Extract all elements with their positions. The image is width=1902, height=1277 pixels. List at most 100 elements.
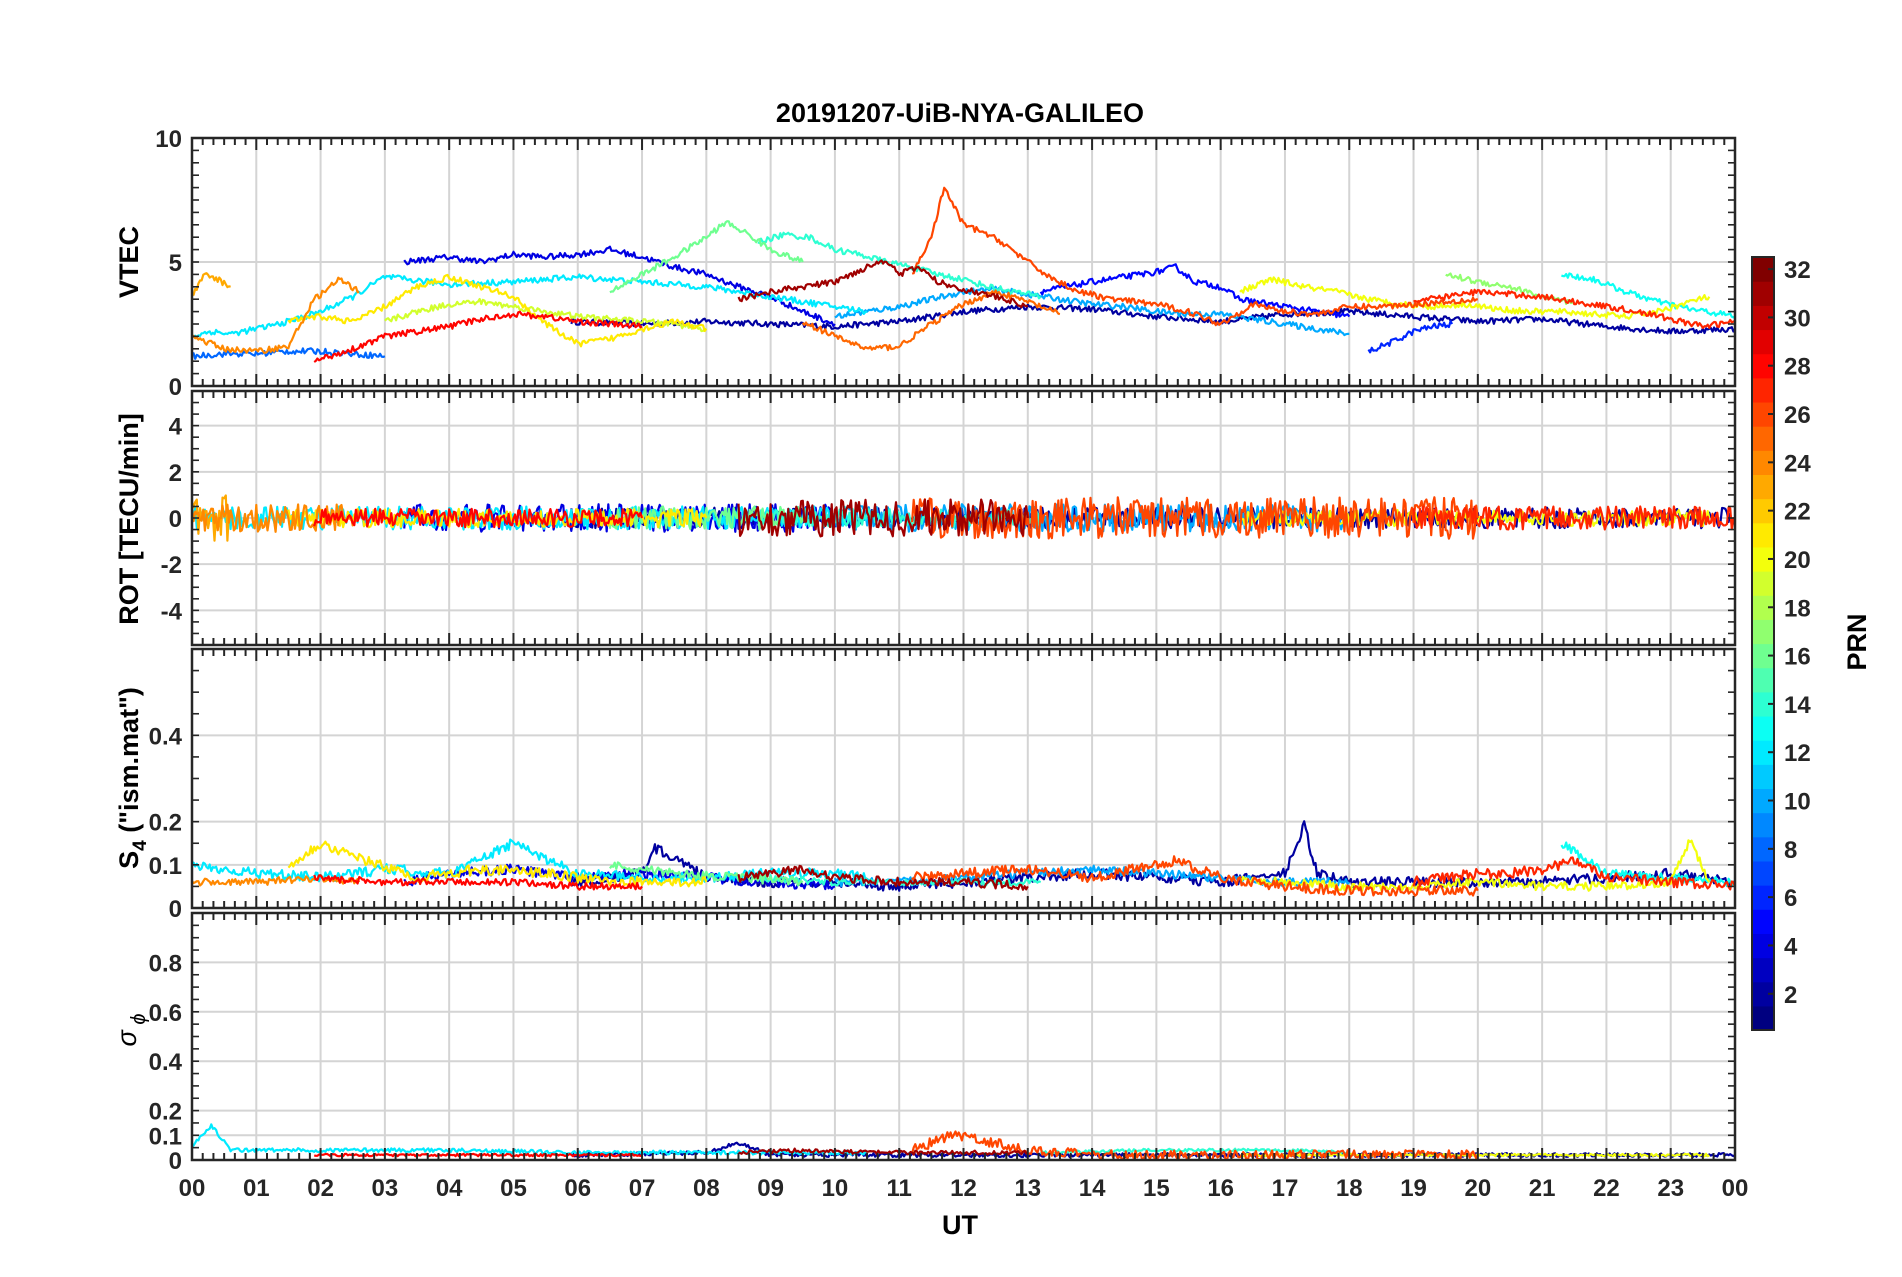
colorbar-tick-label: 28 (1784, 354, 1811, 381)
colorbar-segment-prn-24 (1752, 450, 1774, 476)
vtec-y-tick-label: 10 (155, 126, 182, 153)
vtec-series-prn-14 (757, 231, 1042, 300)
rot-series-prn-23 (190, 494, 232, 542)
sigma_phi-axes-frame (190, 911, 1737, 1162)
s4-series-prn-28 (313, 874, 643, 891)
vtec-series-prn-24 (191, 276, 360, 354)
colorbar-tick-label: 22 (1784, 499, 1811, 526)
colorbar-segment-prn-23 (1752, 474, 1774, 500)
colorbar-segment-prn-29 (1752, 329, 1774, 355)
s4-axes-frame (190, 647, 1737, 910)
colorbar-segment-prn-19 (1752, 571, 1774, 596)
x-tick-label: 05 (500, 1175, 527, 1202)
panel-sigma_phi: 00.10.2 0.4 0.6 0.8 (149, 911, 1737, 1175)
vtec-series-prn-19 (384, 297, 707, 333)
colorbar-tick-label: 14 (1784, 692, 1811, 719)
s4-series-prn-31 (737, 864, 1029, 891)
s4-y-axis-label: S4 ("ism.mat") (114, 687, 151, 869)
sigma-phi-y-axis-label: σ ϕ (112, 1014, 150, 1047)
colorbar-segment-prn-18 (1752, 595, 1774, 620)
rot-y-axis-label: ROT [TECU/min] (114, 413, 144, 624)
vtec-series-group (191, 186, 1736, 363)
vtec-axes-frame (190, 136, 1737, 388)
s4-series-prn-20 (1239, 839, 1711, 892)
sigma_phi-y-tick-label: 0 (169, 1148, 182, 1175)
colorbar-segment-prn-1 (1752, 1005, 1774, 1031)
colorbar-segment-prn-30 (1752, 305, 1774, 331)
rot-y-tick-label: -2 (161, 552, 182, 579)
colorbar-segment-prn-12 (1752, 740, 1774, 765)
colorbar-segment-prn-28 (1752, 353, 1774, 379)
colorbar-segment-prn-13 (1752, 715, 1774, 741)
x-tick-label: 07 (629, 1175, 656, 1202)
colorbar-tick-label: 32 (1784, 257, 1811, 284)
x-tick-label: 09 (757, 1175, 784, 1202)
colorbar-segment-prn-31 (1752, 281, 1774, 306)
vtec-series-prn-8 (191, 347, 386, 360)
rot-y-tick-label: 0 (169, 506, 182, 533)
sigma_phi-y-tick-label: 0.4 (149, 1049, 183, 1076)
colorbar-frame (1751, 256, 1775, 1031)
colorbar-segment-prn-4 (1752, 933, 1774, 959)
colorbar-segment-prn-17 (1752, 619, 1774, 645)
colorbar-segment-prn-3 (1752, 957, 1774, 983)
colorbar-tick-label: 16 (1784, 644, 1811, 671)
s4-series-prn-27 (1412, 856, 1737, 891)
sigma_phi-series-group (191, 1123, 1736, 1162)
colorbar-tick-label: 12 (1784, 740, 1811, 767)
vtec-y-axis-label: VTEC (114, 226, 144, 298)
colorbar-segment-prn-32 (1752, 257, 1774, 282)
rot-series-prn-27 (1412, 505, 1736, 531)
colorbar-tick-label: 20 (1784, 547, 1811, 574)
x-tick-label: 19 (1400, 1175, 1427, 1202)
s4-y-tick-label: 0.4 (149, 723, 183, 750)
x-tick-label: 06 (564, 1175, 591, 1202)
vtec-series-prn-5 (1039, 263, 1351, 319)
x-tick-label: 18 (1336, 1175, 1363, 1202)
rot-series-group (190, 494, 1737, 542)
x-tick-label: 22 (1593, 1175, 1620, 1202)
colorbar-label: PRN (1842, 613, 1872, 670)
colorbar-tick-label: 30 (1784, 305, 1811, 332)
colorbar-tick-label: 8 (1784, 837, 1797, 864)
colorbar-segment-prn-8 (1752, 836, 1774, 862)
colorbar-segment-prn-22 (1752, 498, 1774, 524)
x-tick-label: 00 (1722, 1175, 1749, 1202)
vtec-series-prn-21 (287, 273, 708, 348)
s4-y-tick-label: 0 (169, 896, 182, 923)
colorbar-segment-prn-15 (1752, 667, 1774, 693)
panel-vtec: 0 5 10 (155, 126, 1737, 401)
colorbar-segment-prn-27 (1752, 377, 1774, 403)
x-axis: 00 01 02 03 04 05 06 07 08 09 10 11 12 13 14 15 16 17 18 19… (179, 1175, 1749, 1202)
x-tick-label: 14 (1079, 1175, 1106, 1202)
x-tick-label: 08 (693, 1175, 720, 1202)
x-tick-label: 13 (1014, 1175, 1041, 1202)
colorbar-segment-prn-2 (1752, 981, 1774, 1007)
sigma_phi-series-prn-28 (313, 1152, 643, 1158)
rot-y-tick-label: 2 (169, 460, 182, 487)
sigma_phi-y-tick-label: 0.8 (149, 950, 182, 977)
colorbar-segment-prn-7 (1752, 860, 1774, 886)
rot-y-tick-label: 4 (169, 414, 183, 441)
x-tick-label: 15 (1143, 1175, 1170, 1202)
colorbar-segment-prn-20 (1752, 546, 1774, 572)
x-tick-label: 23 (1657, 1175, 1684, 1202)
colorbar-tick-label: 4 (1784, 933, 1798, 960)
vtec-series-prn-23 (191, 272, 231, 296)
chart-title: 20191207-UiB-NYA-GALILEO (776, 98, 1144, 128)
colorbar-tick-label: 6 (1784, 885, 1797, 912)
vtec-series-prn-27 (1413, 288, 1735, 330)
rot-axes-frame (190, 389, 1737, 647)
rot-series-prn-28 (313, 507, 644, 529)
s4-y-tick-label: 0.1 (149, 853, 182, 880)
s4-series-prn-26 (911, 855, 1479, 897)
rot-series-prn-31 (737, 498, 1029, 538)
x-tick-label: 03 (372, 1175, 399, 1202)
colorbar-segment-prn-21 (1752, 522, 1774, 548)
colorbar-tick-label: 2 (1784, 982, 1797, 1009)
vtec-series-prn-31 (737, 259, 1029, 309)
vtec-series-prn-26 (911, 186, 1479, 327)
colorbar-segment-prn-14 (1752, 691, 1774, 717)
